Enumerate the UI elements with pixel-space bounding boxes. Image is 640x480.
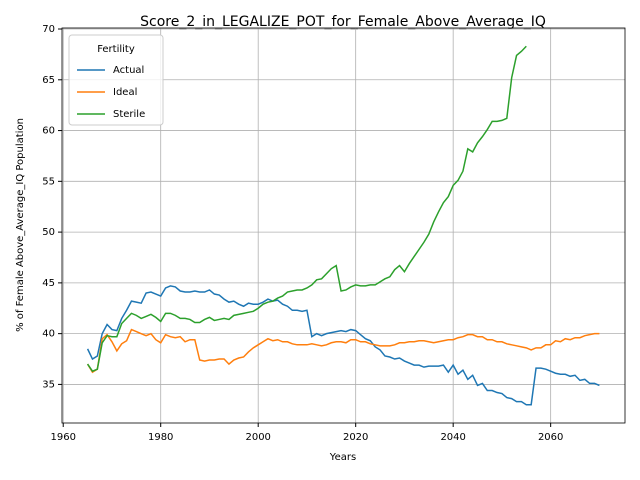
axes-frame	[61, 27, 626, 424]
x-tick-label: 2060	[538, 432, 563, 443]
legend-box	[68, 34, 164, 126]
x-tick-label: 2000	[245, 432, 270, 443]
legend-label: Ideal	[113, 87, 137, 98]
legend-title: Fertility	[97, 44, 135, 55]
y-axis-label: % of Female Above_Average_IQ Population	[15, 118, 26, 332]
chart-title: Score_2_in_LEGALIZE_POT_for_Female_Above…	[140, 14, 546, 30]
line-series	[86, 285, 600, 406]
y-tick-label: 50	[42, 227, 55, 238]
x-tick-label: 2020	[343, 432, 368, 443]
x-tick-label: 1980	[148, 432, 173, 443]
x-axis-label: Years	[329, 452, 356, 463]
y-tick-label: 60	[42, 126, 55, 137]
y-tick-label: 45	[42, 278, 55, 289]
y-tick-label: 65	[42, 75, 55, 86]
y-tick-label: 40	[42, 329, 55, 340]
y-tick-label: 70	[42, 24, 55, 35]
y-tick-label: 35	[42, 379, 55, 390]
legend-label: Actual	[113, 65, 144, 76]
x-tick-label: 1960	[50, 432, 75, 443]
legend-label: Sterile	[113, 109, 145, 120]
x-tick-label: 2040	[440, 432, 465, 443]
line-series	[86, 328, 600, 374]
line-series	[86, 45, 527, 373]
y-tick-label: 55	[42, 176, 55, 187]
